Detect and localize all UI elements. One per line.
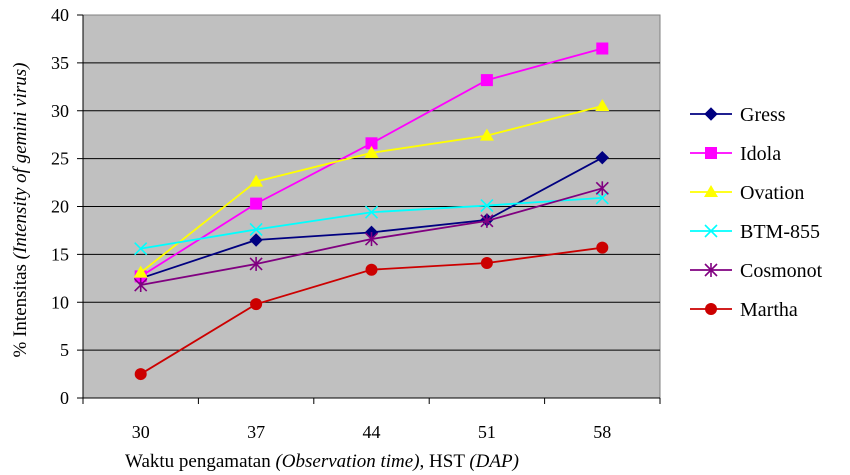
y-axis-label: % Intensitas (Intensity of gemini virus): [10, 63, 31, 358]
legend-label: Martha: [740, 299, 798, 321]
series-group: [133, 42, 610, 381]
legend-label: Gress: [740, 104, 786, 126]
legend-label: BTM-855: [740, 221, 820, 243]
circle-marker-shape: [250, 298, 263, 311]
y-tick-label: 25: [51, 149, 69, 169]
legend-item-idola: Idola: [690, 143, 781, 165]
legend-marker: [704, 263, 718, 277]
data-point-btm-855: [249, 222, 263, 237]
data-point-martha: [250, 298, 263, 311]
y-tick-label: 10: [51, 292, 69, 312]
triangle-marker-shape: [704, 185, 718, 197]
legend-marker: [704, 185, 718, 197]
data-point-ovation: [595, 98, 610, 111]
triangle-marker-shape: [249, 174, 264, 187]
series-cosmonot: [134, 181, 609, 293]
legend-label: Ovation: [740, 182, 804, 204]
legend-label: Idola: [740, 143, 781, 165]
series-btm-855: [134, 191, 609, 256]
data-point-cosmonot: [249, 256, 263, 271]
legend-marker: [705, 303, 717, 315]
legend-marker: [705, 147, 717, 159]
x-tick-label: 51: [478, 422, 496, 442]
data-point-ovation: [479, 128, 494, 141]
x-marker-stroke: [364, 205, 379, 219]
data-point-cosmonot: [595, 181, 609, 196]
x-marker-stroke: [704, 224, 718, 238]
square-marker-shape: [596, 42, 609, 55]
circle-marker-shape: [134, 368, 147, 381]
x-axis-ticks: 30 37 44 51 58: [82, 397, 661, 442]
y-tick-label: 15: [51, 244, 69, 264]
data-point-btm-855: [364, 205, 379, 219]
legend-item-cosmonot: Cosmonot: [690, 260, 823, 282]
square-marker-shape: [365, 137, 378, 150]
legend: Gress Idola Ovation BTM-855 Cosmonot Martha: [690, 104, 823, 321]
series-idola: [134, 42, 609, 283]
x-tick-label: 37: [247, 422, 265, 442]
x-marker-stroke: [134, 242, 148, 256]
y-tick-label: 35: [51, 53, 69, 73]
y-tick-label: 40: [51, 5, 69, 25]
series-martha: [134, 241, 609, 381]
data-point-gress: [595, 150, 610, 165]
legend-marker: [704, 224, 718, 238]
x-tick-label: 58: [593, 422, 611, 442]
data-point-idola: [365, 137, 378, 150]
legend-item-btm-855: BTM-855: [690, 221, 820, 243]
data-point-btm-855: [480, 198, 494, 213]
data-point-btm-855: [134, 242, 148, 256]
y-tick-label: 20: [51, 197, 69, 217]
data-point-cosmonot: [134, 278, 148, 293]
data-point-ovation: [364, 145, 379, 158]
data-point-idola: [250, 197, 263, 210]
square-marker-shape: [250, 197, 263, 210]
circle-marker-shape: [480, 256, 493, 269]
data-point-cosmonot: [364, 232, 379, 247]
circle-marker-shape: [705, 303, 717, 315]
square-marker-shape: [480, 74, 493, 87]
legend-item-gress: Gress: [690, 104, 786, 126]
data-point-idola: [480, 74, 493, 87]
legend-item-ovation: Ovation: [690, 182, 804, 204]
data-point-martha: [365, 263, 378, 276]
square-marker-shape: [705, 147, 717, 159]
data-point-martha: [596, 241, 609, 254]
triangle-marker-shape: [479, 128, 494, 141]
x-marker-stroke: [480, 198, 494, 213]
diamond-marker-shape: [595, 150, 610, 165]
x-marker-stroke: [249, 222, 263, 237]
data-point-martha: [134, 368, 147, 381]
x-tick-label: 44: [363, 422, 381, 442]
diamond-marker-shape: [249, 233, 263, 247]
y-axis-ticks: 0 5 10 15 20 25 30 35 40: [51, 5, 84, 408]
series-ovation: [133, 98, 610, 278]
circle-marker-shape: [365, 263, 378, 276]
triangle-marker-shape: [364, 145, 379, 158]
x-axis-label: Waktu pengamatan (Observation time), HST…: [125, 451, 519, 472]
data-point-gress: [249, 233, 263, 247]
y-tick-label: 0: [60, 388, 69, 408]
legend-label: Cosmonot: [740, 260, 823, 282]
data-point-ovation: [249, 174, 264, 187]
triangle-marker-shape: [133, 265, 148, 278]
x-tick-label: 30: [132, 422, 150, 442]
diamond-marker-shape: [704, 107, 718, 121]
y-tick-label: 5: [60, 340, 69, 360]
circle-marker-shape: [596, 241, 609, 254]
x-marker-stroke: [595, 191, 609, 205]
data-point-martha: [480, 256, 493, 269]
data-point-cosmonot: [480, 213, 494, 228]
y-tick-label: 30: [51, 101, 69, 121]
data-point-ovation: [133, 265, 148, 278]
data-point-idola: [596, 42, 609, 55]
triangle-marker-shape: [595, 98, 610, 111]
legend-item-martha: Martha: [690, 299, 798, 321]
data-point-btm-855: [595, 191, 609, 205]
legend-marker: [704, 107, 718, 121]
